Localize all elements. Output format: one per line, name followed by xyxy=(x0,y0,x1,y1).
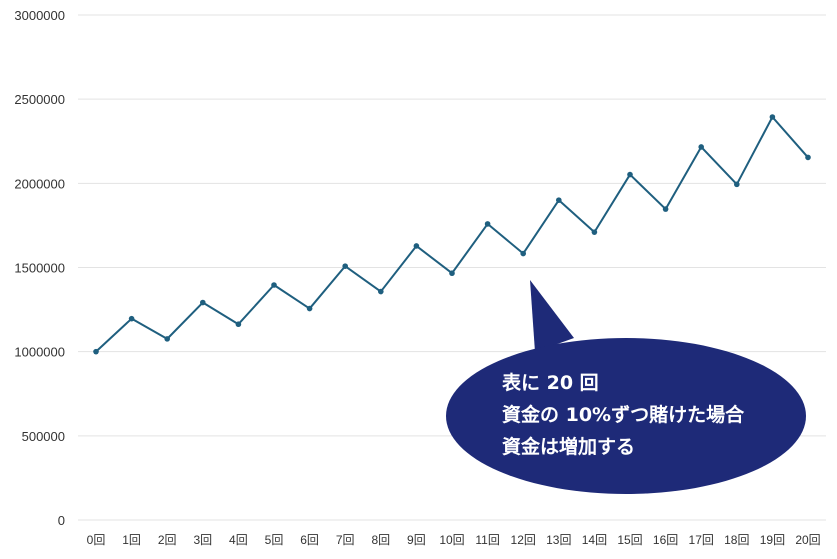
x-tick-label: 13回 xyxy=(546,533,571,547)
x-tick-label: 1回 xyxy=(122,533,141,547)
x-tick-label: 0回 xyxy=(87,533,106,547)
data-point xyxy=(306,305,313,312)
data-point xyxy=(342,263,349,269)
y-tick-label: 1000000 xyxy=(14,345,65,360)
x-tick-label: 20回 xyxy=(795,533,820,547)
data-point xyxy=(413,243,420,249)
grid-lines xyxy=(78,14,826,521)
callout-ellipse xyxy=(446,338,806,494)
data-point xyxy=(698,144,704,150)
x-tick-label: 15回 xyxy=(617,533,642,547)
callout-line-1: 表に 20 回 xyxy=(502,371,599,394)
x-tick-label: 19回 xyxy=(760,533,785,547)
x-axis-ticks: 0回 1回 2回 3回 4回 5回 6回 7回 8回 9回 10回 11回 12回 13回 14回 15回 16… xyxy=(87,533,821,547)
y-tick-label: 2500000 xyxy=(14,92,65,107)
callout-bubble: 表に 20 回 資金の 10%ずつ賭けた場合 資金は増加する xyxy=(446,280,806,494)
callout-line-2: 資金の 10%ずつ賭けた場合 xyxy=(502,403,745,426)
x-tick-label: 5回 xyxy=(265,533,284,547)
x-tick-label: 9回 xyxy=(407,533,426,547)
y-tick-label: 3000000 xyxy=(14,8,65,23)
data-point xyxy=(128,315,135,322)
series-line xyxy=(95,116,809,353)
data-point xyxy=(734,181,740,188)
data-point xyxy=(235,321,242,328)
data-point xyxy=(662,206,669,212)
data-point xyxy=(200,299,206,306)
x-tick-label: 2回 xyxy=(158,533,177,547)
x-tick-label: 7回 xyxy=(336,533,355,547)
series-group xyxy=(93,114,811,355)
data-point xyxy=(520,250,526,257)
x-tick-label: 18回 xyxy=(724,533,749,547)
data-point xyxy=(591,229,598,235)
y-tick-label: 2000000 xyxy=(14,176,65,191)
x-tick-label: 4回 xyxy=(229,533,248,547)
x-tick-label: 16回 xyxy=(653,533,678,547)
y-tick-label: 0 xyxy=(58,513,65,528)
x-tick-label: 12回 xyxy=(511,533,536,547)
x-tick-label: 3回 xyxy=(193,533,212,547)
data-point xyxy=(769,114,776,120)
x-tick-label: 10回 xyxy=(439,533,464,547)
data-point xyxy=(271,282,277,288)
y-axis-ticks: 0 500000 1000000 1500000 2000000 2500000 30000… xyxy=(14,8,65,528)
y-tick-label: 1500000 xyxy=(14,261,65,276)
data-point xyxy=(449,270,455,277)
data-point xyxy=(484,221,491,227)
x-tick-label: 6回 xyxy=(300,533,319,547)
y-tick-label: 500000 xyxy=(22,429,65,444)
data-point xyxy=(93,348,99,355)
x-tick-label: 8回 xyxy=(371,533,390,547)
callout-pointer xyxy=(530,280,574,352)
x-tick-label: 14回 xyxy=(582,533,607,547)
data-point xyxy=(556,197,562,203)
callout-line-3: 資金は増加する xyxy=(502,435,635,458)
data-point xyxy=(164,336,170,342)
x-tick-label: 11回 xyxy=(475,533,499,547)
data-point xyxy=(805,154,811,161)
data-point xyxy=(378,288,384,295)
x-tick-label: 17回 xyxy=(689,533,714,547)
data-point xyxy=(627,171,633,178)
